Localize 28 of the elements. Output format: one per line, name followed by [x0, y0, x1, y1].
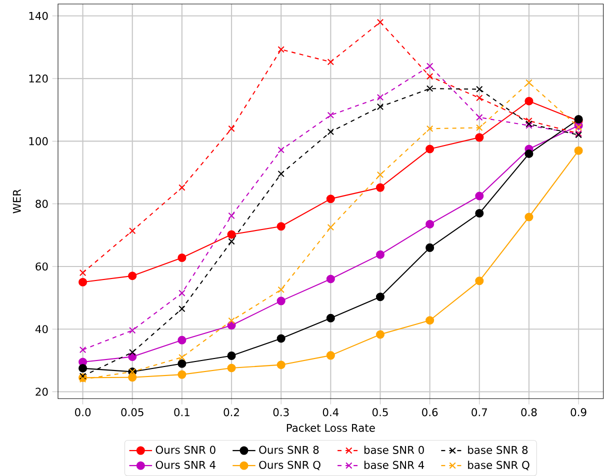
legend-label: base SNR 4: [364, 460, 424, 469]
x-tick-label: 0.8: [521, 408, 537, 416]
y-axis-title: WER: [12, 189, 21, 214]
x-tick-label: 0.6: [422, 408, 438, 416]
x-tick-label: 0.2: [224, 408, 239, 416]
x-tick-label: 0.7: [472, 408, 487, 416]
legend-label: base SNR 0: [364, 446, 424, 454]
x-tick-label: 0.5: [372, 408, 388, 416]
x-tick-label: 0.05: [121, 408, 144, 416]
legend-label: Ours SNR 0: [156, 446, 216, 454]
y-tick-label: 60: [36, 262, 48, 271]
x-axis-title: Packet Loss Rate: [286, 424, 375, 432]
y-tick-label: 80: [36, 200, 48, 208]
legend-label: base SNR 8: [468, 446, 528, 454]
x-tick-label: 0.4: [322, 408, 339, 416]
x-tick-label: 0.9: [570, 408, 586, 416]
x-tick-label: 0.1: [174, 408, 190, 416]
y-tick-label: 120: [29, 74, 48, 83]
legend-label: base SNR Q: [468, 460, 530, 470]
y-tick-label: 20: [36, 388, 48, 396]
legend-label: Ours SNR 8: [259, 446, 319, 454]
y-tick-label: 140: [29, 12, 48, 20]
legend-label: Ours SNR Q: [259, 460, 320, 470]
y-tick-label: 40: [35, 325, 48, 334]
y-tick-label: 100: [29, 137, 48, 146]
x-tick-label: 0.0: [75, 408, 91, 416]
x-tick-label: 0.3: [273, 408, 289, 416]
legend-label: Ours SNR 4: [156, 460, 216, 469]
